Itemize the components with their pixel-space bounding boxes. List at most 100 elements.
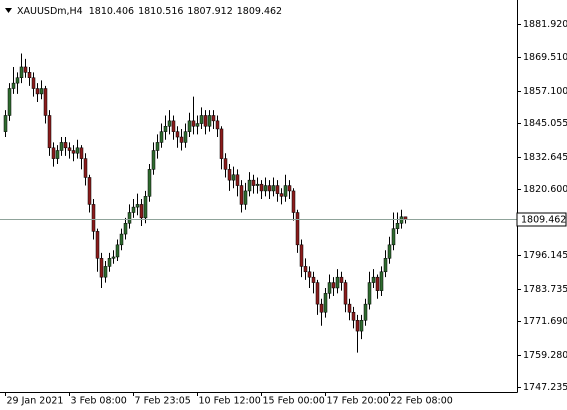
candle-body (19, 66, 24, 78)
candle-body (31, 77, 36, 89)
candle-body (55, 150, 60, 159)
candle-body (243, 190, 248, 205)
y-tick-label: 1747.235 (523, 382, 567, 393)
candle-body (95, 231, 100, 259)
x-tick-label: 10 Feb 12:00 (199, 396, 261, 407)
y-tick-label: 1869.510 (523, 52, 567, 63)
y-tick-label: 1759.280 (523, 350, 567, 361)
candle-body (123, 223, 128, 235)
candle-body (355, 320, 360, 332)
candle-body (363, 303, 368, 321)
y-tick-label: 1783.735 (523, 284, 567, 295)
dropdown-icon (5, 8, 12, 13)
candle-body (71, 150, 76, 154)
candle-body (139, 204, 144, 219)
candle-body (207, 115, 212, 127)
candle-body (227, 169, 232, 181)
candle-body (315, 282, 320, 305)
price-label: 1809.462 (521, 215, 566, 226)
candle-body (79, 147, 84, 159)
candle-body (299, 244, 304, 267)
candle-body (239, 185, 244, 205)
candle-body (399, 216, 404, 224)
last-high: 1810.516 (138, 6, 183, 17)
candle-body (203, 115, 208, 127)
candle-body (283, 185, 288, 197)
y-tick-label: 1845.055 (523, 118, 567, 129)
candle-body (347, 303, 352, 313)
candle-body (335, 276, 340, 289)
candle-body (235, 174, 240, 186)
candle-body (59, 142, 64, 151)
x-tick-label: 3 Feb 08:00 (71, 396, 127, 407)
candle-body (131, 206, 136, 213)
candle-body (303, 266, 308, 273)
candle-body (175, 131, 180, 138)
candle-body (43, 88, 48, 116)
candle-body (247, 179, 252, 192)
candle-body (63, 142, 68, 149)
candle-body (375, 276, 380, 291)
candle-body (35, 88, 40, 95)
y-tick-label: 1771.690 (523, 316, 567, 327)
candle-body (275, 185, 280, 194)
candle-body (319, 303, 324, 313)
candle-body (127, 212, 132, 224)
candle-body (307, 271, 312, 278)
candle-body (135, 204, 140, 208)
candle-body (167, 120, 172, 127)
x-tick-label: 29 Jan 2021 (7, 396, 64, 407)
candle-body (39, 88, 44, 95)
candle-body (87, 177, 92, 205)
candle-body (331, 282, 336, 289)
candle-body (151, 150, 156, 170)
symbol: XAUUSDm,H4 (17, 6, 83, 17)
candle-body (259, 183, 264, 192)
candle-body (83, 158, 88, 178)
candle-body (103, 266, 108, 278)
candle-body (323, 293, 328, 313)
y-tick-label: 1857.100 (523, 86, 567, 97)
candle-body (395, 223, 400, 229)
candle-body (163, 126, 168, 132)
plot-area (3, 53, 408, 353)
candle-body (223, 158, 228, 170)
candle-body (23, 66, 28, 73)
candle-body (115, 244, 120, 258)
candle-body (367, 282, 372, 305)
candle-body (327, 282, 332, 294)
candle-body (291, 190, 296, 213)
candle-body (155, 142, 160, 151)
candle-body (211, 115, 216, 122)
candle-body (271, 185, 276, 192)
candle-body (383, 258, 388, 273)
candle-body (147, 169, 152, 197)
candle-body (351, 311, 356, 321)
candle-body (143, 196, 148, 219)
candle-body (75, 147, 80, 154)
candle-body (231, 174, 236, 181)
candle-body (267, 185, 272, 192)
candle-body (91, 204, 96, 232)
candle-body (199, 115, 204, 124)
candle-body (15, 77, 20, 84)
candle-body (339, 276, 344, 283)
candle-body (179, 136, 184, 143)
candle-body (171, 120, 176, 132)
last-low: 1807.912 (187, 6, 232, 17)
candle-body (195, 123, 200, 127)
candle-body (387, 244, 392, 259)
candle-body (51, 147, 56, 159)
candle-body (295, 212, 300, 246)
y-tick-label: 1796.145 (523, 250, 567, 261)
candle-body (67, 147, 72, 151)
candle-body (359, 320, 364, 332)
candle-body (311, 276, 316, 283)
candle-body (219, 128, 224, 159)
candle-body (371, 276, 376, 283)
candle-body (191, 120, 196, 127)
candle-body (343, 282, 348, 305)
y-tick-label: 1820.600 (523, 184, 567, 195)
